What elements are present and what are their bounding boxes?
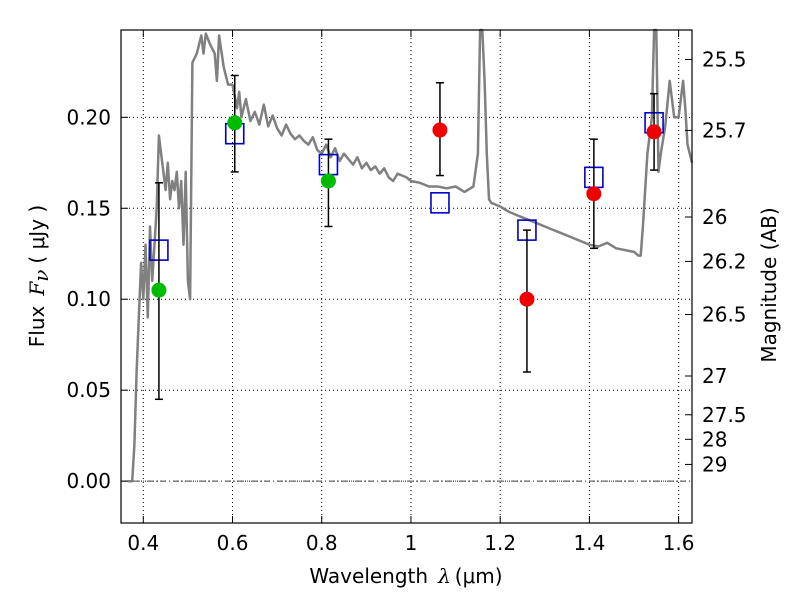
axis-ticks: 0.4 0.6 0.8 1 1.2 1.4 1.6 0.00 0.05 0.10 0.15 0.20 2…: [66, 30, 747, 555]
x-tick-label: 0.6: [217, 531, 249, 555]
observed-point-red: [519, 291, 535, 307]
x-tick-label: 0.4: [127, 531, 159, 555]
y2-tick-label: 29: [702, 452, 727, 476]
plot-frame: [120, 29, 693, 524]
y2-tick-label: 26.5: [702, 303, 747, 327]
y2-tick-label: 27: [702, 364, 727, 388]
y-tick-label: 0.05: [66, 378, 111, 402]
observed-point-green: [320, 173, 336, 189]
x-tick-label: 1: [405, 531, 418, 555]
y2-tick-label: 25.5: [702, 47, 747, 71]
y-tick-label: 0.10: [66, 287, 111, 311]
y2-tick-label: 28: [702, 427, 727, 451]
y2-axis-label: Magnitude (AB): [757, 207, 781, 362]
model-sed-line: [127, 28, 694, 483]
y-tick-label: 0.20: [66, 105, 111, 129]
y2-tick-label: 25.7: [702, 118, 747, 142]
plot-area: [127, 28, 694, 483]
x-tick-label: 1.6: [663, 531, 695, 555]
y-tick-label: 0.15: [66, 196, 111, 220]
observed-point-red: [586, 186, 602, 202]
observed-point-red: [646, 124, 662, 140]
observed-point-green: [227, 115, 243, 131]
x-tick-label: 0.8: [306, 531, 338, 555]
y2-tick-label: 26: [702, 205, 727, 229]
x-tick-label: 1.2: [484, 531, 516, 555]
y2-tick-label: 27.5: [702, 403, 747, 427]
y-axis-label: FluxFν( μJy ): [25, 205, 53, 347]
data-marks: [149, 74, 664, 401]
x-tick-label: 1.4: [573, 531, 605, 555]
y2-tick-label: 26.2: [702, 249, 747, 273]
model-photometry-square: [430, 192, 450, 214]
observed-point-red: [432, 122, 448, 138]
y-tick-label: 0.00: [66, 469, 111, 493]
observed-point-green: [151, 282, 167, 298]
grid: [121, 30, 692, 523]
x-axis-label: Wavelength λ (μm): [309, 564, 502, 588]
